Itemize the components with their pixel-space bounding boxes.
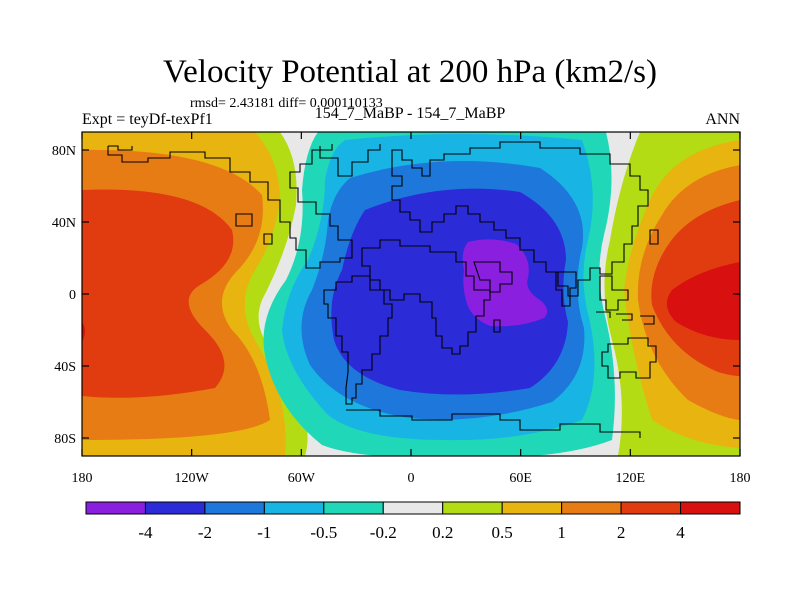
colorbar-level-label: -4 <box>138 523 153 542</box>
contour-level-4 <box>666 262 740 340</box>
y-tick-label: 0 <box>69 288 76 303</box>
colorbar-swatch <box>323 501 384 515</box>
contour-level-2 <box>82 189 234 398</box>
colorbar-swatch <box>263 501 325 515</box>
x-tick-label: 180 <box>730 471 751 486</box>
x-axis: 180 120W 60W 0 60E 120E 180 <box>72 132 751 486</box>
colorbar-level-label: 0.2 <box>432 523 453 542</box>
outline-india <box>555 271 577 307</box>
x-tick-label: 60W <box>288 471 316 486</box>
outline-madagascar <box>493 319 501 333</box>
x-tick-label: 0 <box>408 471 415 486</box>
x-tick-label: 120W <box>175 471 210 486</box>
colorbar-level-label: -1 <box>257 523 271 542</box>
outline-greenland-bay <box>235 213 273 245</box>
colorbar-level-label: -0.2 <box>370 523 397 542</box>
colorbar-swatch <box>442 501 503 515</box>
central-negative-basin <box>263 132 615 456</box>
colorbar-swatch <box>204 501 265 515</box>
outline-greenland <box>319 144 381 177</box>
contour-level-neg2 <box>331 188 568 395</box>
colorbar-level-label: -2 <box>198 523 212 542</box>
colorbar-swatch <box>501 501 563 515</box>
west-positive-lobe <box>82 132 308 456</box>
experiment-label: Expt = teyDf-texPf1 <box>82 111 213 128</box>
outline-southeast-asia <box>599 275 629 311</box>
outline-south-america <box>323 275 393 405</box>
outline-alaska <box>108 145 133 151</box>
colorbar-level-label: 0.5 <box>492 523 513 542</box>
y-axis: 80N 40N 0 40S 80S <box>52 144 740 447</box>
x-tick-label: 120E <box>616 471 646 486</box>
colorbar-swatch <box>561 501 622 515</box>
colorbar-swatch <box>680 501 741 515</box>
case-label: 154_7_MaBP - 154_7_MaBP <box>315 105 506 122</box>
colorbar-level-label: 1 <box>557 523 566 542</box>
y-tick-label: 40N <box>52 216 76 231</box>
outline-australia <box>601 337 657 379</box>
outline-north-america <box>107 144 353 269</box>
season-label: ANN <box>705 111 740 128</box>
outline-europe-asia <box>391 141 649 297</box>
colorbar-level-label: -0.5 <box>310 523 337 542</box>
colorbar-level-label: 2 <box>617 523 626 542</box>
outline-africa <box>361 239 491 355</box>
outline-japan <box>649 229 659 245</box>
x-tick-label: 180 <box>72 471 93 486</box>
colorbar: -4 -2 -1 -0.5 -0.2 0.2 0.5 1 2 4 <box>85 501 741 542</box>
x-tick-label: 60E <box>509 471 532 486</box>
outline-maritime-continent <box>596 311 655 325</box>
filled-contour-field <box>82 132 740 456</box>
colorbar-swatch <box>620 501 682 515</box>
continent-outlines <box>107 141 659 438</box>
colorbar-swatch <box>85 501 146 515</box>
stats-label: rmsd= 2.43181 diff= 0.000110133 <box>190 96 383 111</box>
y-tick-label: 80N <box>52 144 76 159</box>
chart-title: Velocity Potential at 200 hPa (km2/s) <box>163 54 657 90</box>
colorbar-swatch <box>382 501 444 515</box>
outline-antarctica <box>346 409 641 438</box>
colorbar-swatch <box>144 501 206 515</box>
east-positive-lobe <box>604 132 740 456</box>
outline-arabia <box>473 261 513 293</box>
y-tick-label: 80S <box>54 432 76 447</box>
y-tick-label: 40S <box>54 360 76 375</box>
colorbar-level-label: 4 <box>676 523 685 542</box>
contour-level-4 <box>82 322 85 342</box>
